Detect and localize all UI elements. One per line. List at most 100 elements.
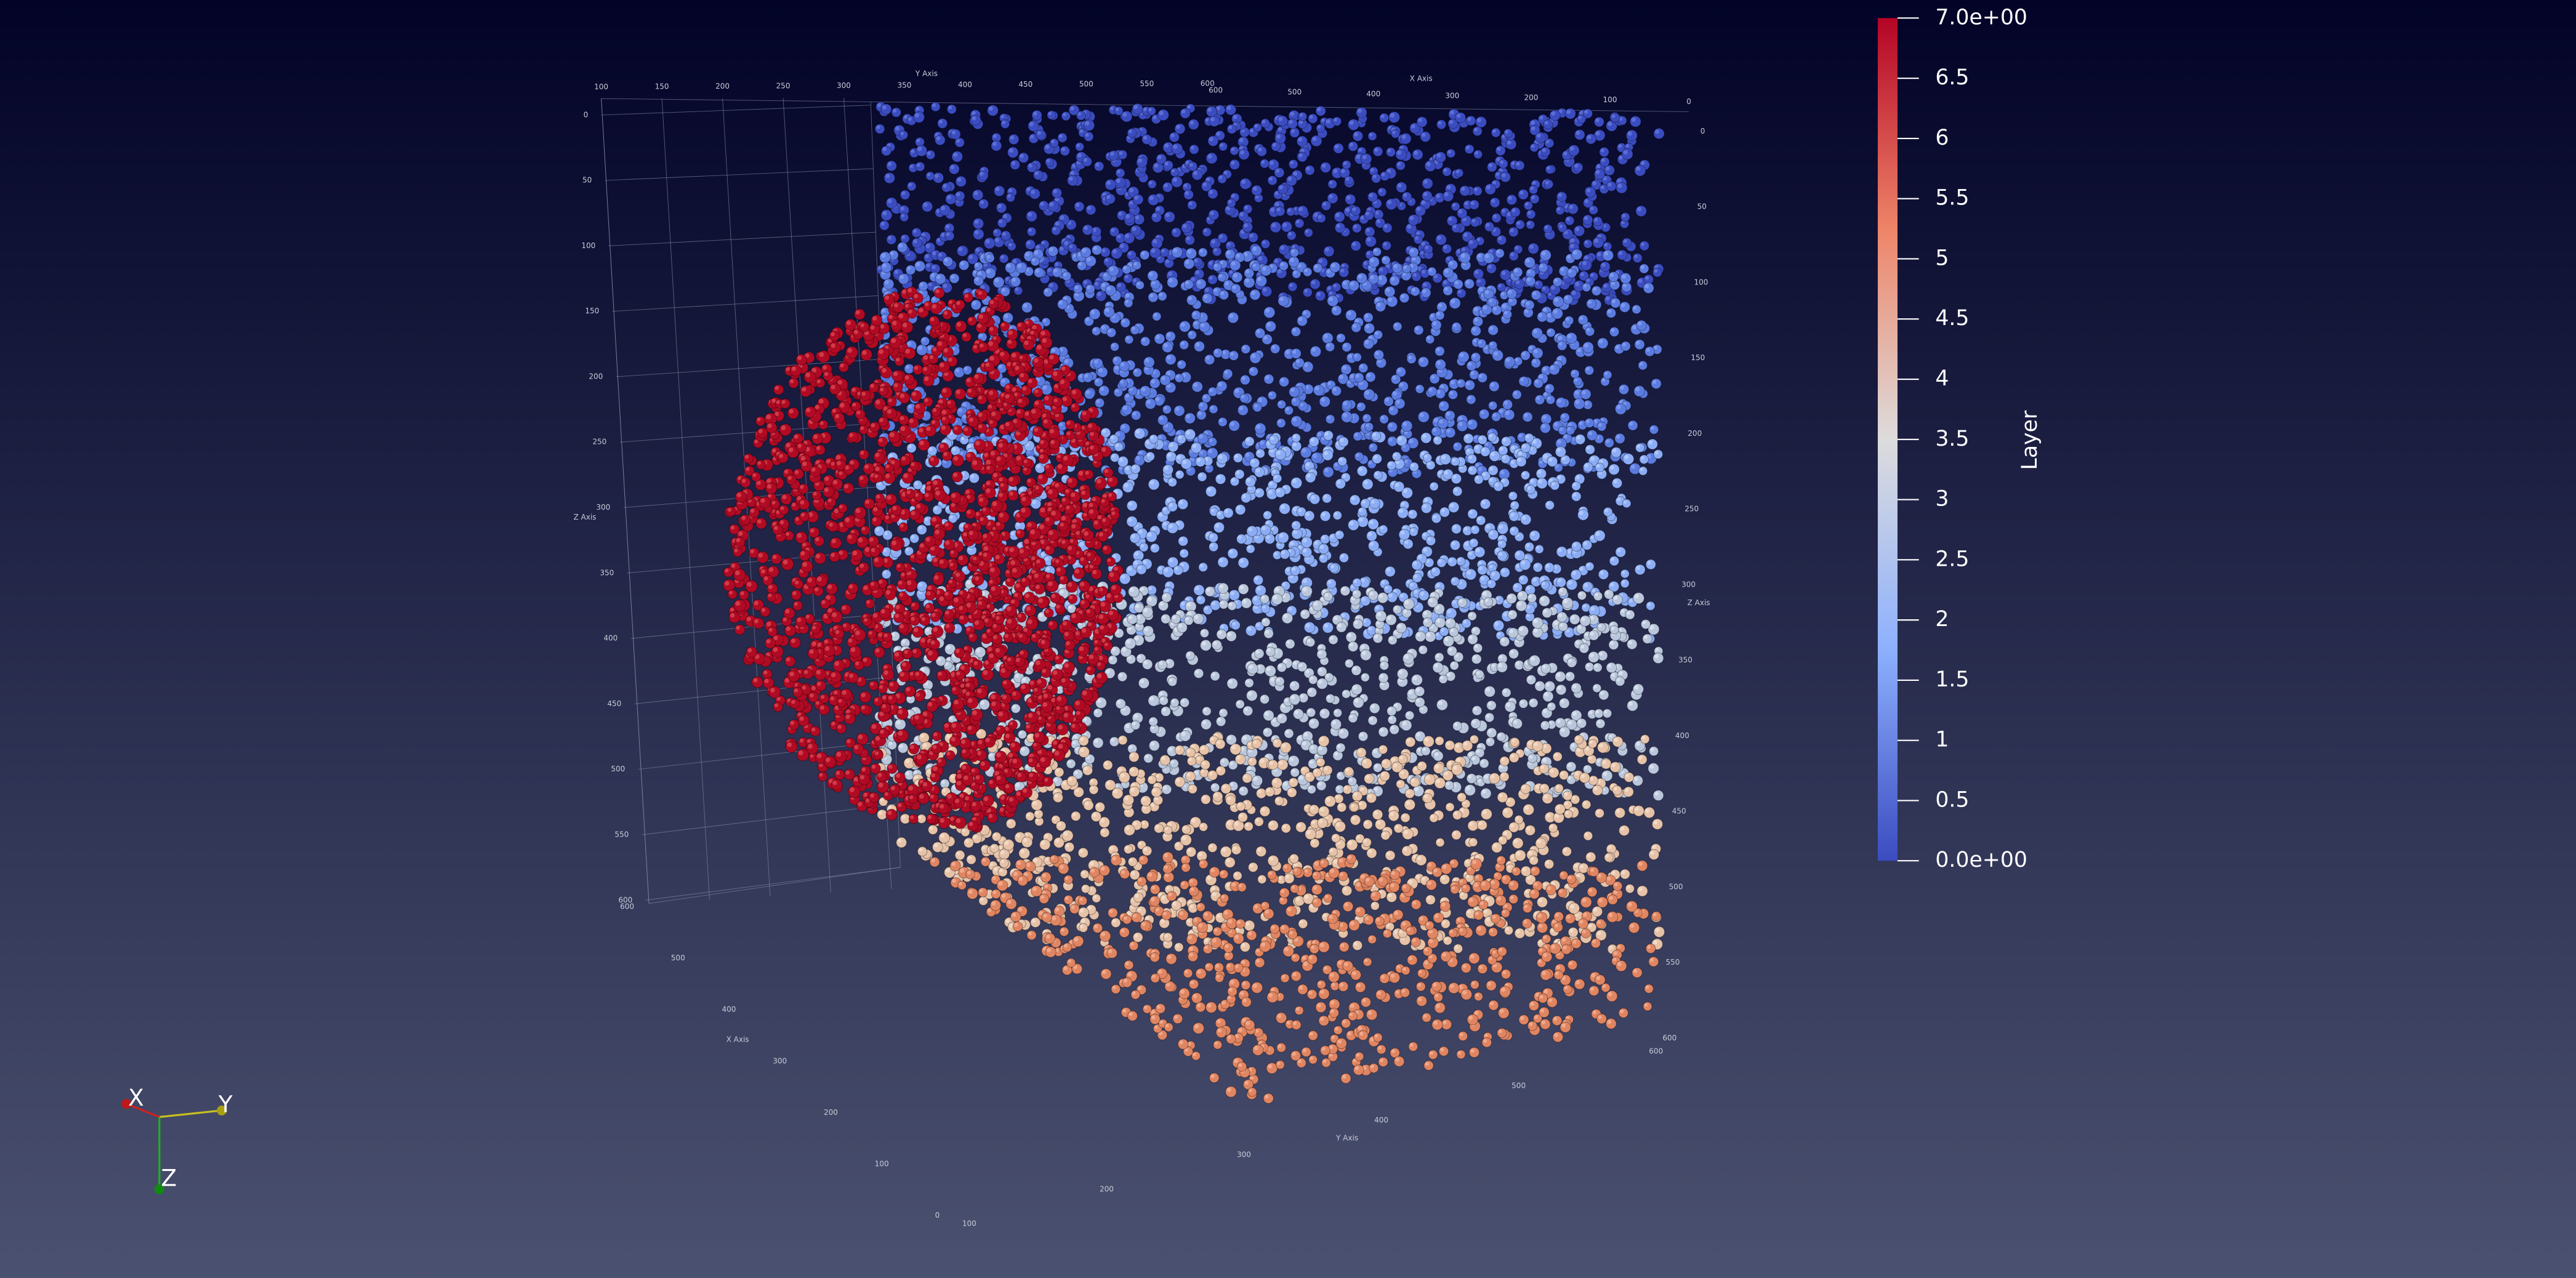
grid-line xyxy=(661,98,710,900)
particle xyxy=(1189,144,1199,155)
particle xyxy=(1165,451,1177,462)
particle xyxy=(942,256,954,267)
particle-highlight xyxy=(1256,622,1260,627)
particle-highlight xyxy=(1381,580,1385,584)
particle-highlight xyxy=(1148,180,1153,185)
particle xyxy=(1506,288,1518,299)
particle xyxy=(1252,402,1262,412)
particle xyxy=(1649,424,1659,435)
particle-highlight xyxy=(1171,169,1175,173)
particle-highlight xyxy=(980,433,984,437)
particle xyxy=(1539,422,1551,434)
particle xyxy=(939,204,951,216)
particle xyxy=(1302,267,1313,277)
particle-highlight xyxy=(1172,228,1177,233)
particle xyxy=(1227,311,1239,324)
particle-highlight xyxy=(1450,380,1455,385)
particle-highlight xyxy=(1514,268,1518,273)
particle-highlight xyxy=(1146,400,1151,404)
particle-highlight xyxy=(1438,303,1443,308)
particle xyxy=(1577,314,1588,326)
particle-highlight xyxy=(1186,414,1191,419)
particle-highlight xyxy=(1128,502,1133,506)
particle xyxy=(1356,272,1368,284)
particle xyxy=(1387,421,1398,433)
particle-highlight xyxy=(1290,388,1295,392)
particle-highlight xyxy=(1438,470,1442,475)
particle xyxy=(1105,179,1116,191)
particle-highlight xyxy=(1369,132,1373,137)
particle-highlight xyxy=(1002,121,1005,124)
particle xyxy=(1251,185,1263,196)
particle xyxy=(1352,352,1362,362)
particle xyxy=(1652,267,1662,278)
particle-highlight xyxy=(1652,380,1657,384)
particle xyxy=(1407,214,1420,226)
particle-highlight xyxy=(1321,397,1326,402)
particle-highlight xyxy=(916,163,920,167)
particle-highlight xyxy=(1387,148,1391,153)
particle-highlight xyxy=(1106,286,1111,291)
particle-highlight xyxy=(1349,142,1353,147)
particle-highlight xyxy=(948,105,952,110)
particle-highlight xyxy=(1278,401,1282,405)
particle-highlight xyxy=(1220,143,1223,147)
particle xyxy=(1372,453,1382,464)
particle xyxy=(1615,546,1627,558)
particle-highlight xyxy=(1586,278,1590,283)
particle xyxy=(1620,569,1630,579)
particle-highlight xyxy=(1334,118,1337,122)
particle-highlight xyxy=(1124,275,1129,279)
particle-highlight xyxy=(967,444,972,449)
particle xyxy=(1634,339,1645,350)
particle xyxy=(991,140,1002,151)
particle xyxy=(1074,201,1085,212)
particle xyxy=(1382,241,1392,251)
particle xyxy=(970,115,981,126)
particle-highlight xyxy=(1318,259,1323,263)
particle xyxy=(1047,246,1059,257)
particle xyxy=(1296,135,1308,147)
particle-highlight xyxy=(1165,212,1170,217)
particle xyxy=(950,129,961,140)
particle xyxy=(881,569,892,579)
particle-highlight xyxy=(1298,508,1302,512)
particle-highlight xyxy=(1245,452,1250,457)
particle-highlight xyxy=(1615,345,1620,350)
particle-highlight xyxy=(998,364,1002,369)
particle-highlight xyxy=(1535,281,1539,285)
particle-highlight xyxy=(1444,287,1448,291)
particle xyxy=(1321,332,1334,344)
particle-highlight xyxy=(1421,241,1425,246)
particle-highlight xyxy=(1096,399,1100,403)
particle-highlight xyxy=(1411,463,1415,467)
particle-highlight xyxy=(1070,171,1075,175)
particle-highlight xyxy=(1266,521,1270,524)
particle-highlight xyxy=(1314,386,1319,391)
particle xyxy=(1427,267,1437,276)
particle xyxy=(1149,377,1161,389)
particle-highlight xyxy=(1489,342,1494,346)
particle xyxy=(1568,144,1580,156)
particle-highlight xyxy=(911,535,915,539)
particle xyxy=(1450,576,1460,586)
particle-highlight xyxy=(1322,202,1327,206)
particle xyxy=(879,251,892,263)
particle-highlight xyxy=(1340,554,1345,558)
particle xyxy=(1329,261,1341,273)
particle-highlight xyxy=(1166,498,1171,503)
particle xyxy=(1225,104,1237,116)
particle-highlight xyxy=(1493,351,1498,356)
particle-highlight xyxy=(1401,502,1405,506)
particle-highlight xyxy=(1451,299,1455,303)
particle xyxy=(1026,210,1037,222)
particle xyxy=(1449,297,1461,310)
particle xyxy=(1573,398,1585,410)
particle-highlight xyxy=(1169,503,1173,507)
particle-highlight xyxy=(1531,126,1536,131)
particle-highlight xyxy=(992,134,997,138)
particle-highlight xyxy=(1122,112,1127,117)
particle-highlight xyxy=(1557,475,1561,480)
particle-highlight xyxy=(1483,305,1487,310)
particle-highlight xyxy=(1261,160,1265,164)
